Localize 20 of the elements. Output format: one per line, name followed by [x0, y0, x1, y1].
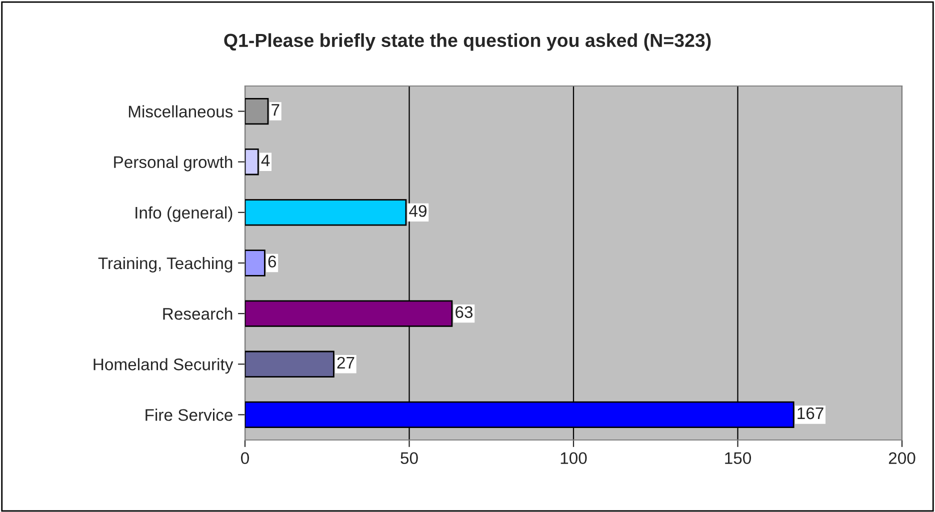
y-tick-label: Training, Teaching	[98, 256, 232, 272]
data-label: 63	[456, 306, 473, 318]
y-tick-label: Homeland Security	[94, 358, 234, 374]
chart-title: Q1-Please briefly state the question you asked (N=323)	[224, 33, 711, 51]
y-tick-label: Fire Service	[146, 408, 232, 421]
data-label: 6	[268, 256, 276, 268]
x-tick-label: 50	[400, 452, 418, 464]
x-tick-label: 0	[241, 452, 249, 464]
y-tick-label: Research	[163, 308, 232, 320]
data-label: 4	[261, 154, 270, 166]
y-tick-label: Personal growth	[114, 156, 232, 172]
x-tick-label: 200	[888, 452, 916, 464]
data-label: 7	[272, 104, 280, 116]
y-tick-label: Miscellaneous	[128, 105, 233, 118]
data-label: 167	[798, 407, 824, 420]
data-label: 27	[337, 356, 354, 368]
x-tick-label: 100	[560, 452, 587, 464]
y-tick-label: Info (general)	[136, 206, 232, 222]
x-tick-label: 150	[725, 452, 752, 464]
data-label: 49	[409, 205, 426, 217]
